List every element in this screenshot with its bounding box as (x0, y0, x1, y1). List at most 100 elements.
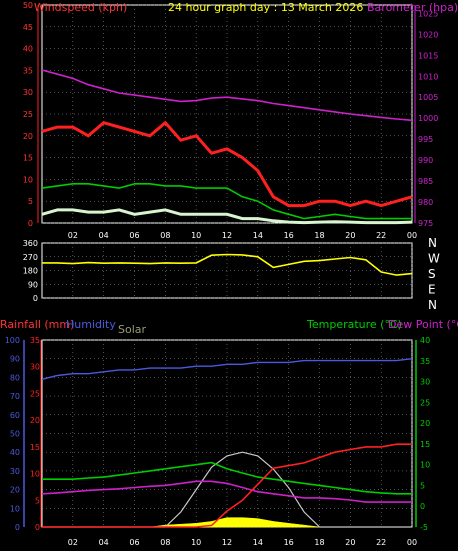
baro-right-tick-label: 1020 (418, 30, 438, 39)
dewpoint-series (41, 480, 412, 503)
wind-series (41, 69, 413, 225)
temperature-tick-label: 5 (420, 481, 425, 490)
wind-left-tick-label: 25 (23, 110, 33, 119)
legend-temperature: Temperature (°C) (306, 318, 402, 331)
baro-right-tick-label: 990 (418, 156, 433, 165)
barometer-axis-label: Barometer (hpa) (367, 1, 458, 14)
legend-rainfall: Rainfall (mm) (0, 318, 74, 331)
humidity-tick-label: 10 (10, 504, 20, 513)
rain-temp-tick-labels: 0 10 20 30 40 50 60 70 80 90 10 00 5 10 15 20 25 30 35 -5 0 5… (5, 336, 430, 547)
baro-right-tick-label: 1010 (418, 72, 438, 81)
wind-left-tick-label: 35 (23, 66, 33, 75)
wind-x-tick-label: 06 (129, 231, 139, 240)
rain-temp-grid (23, 339, 417, 528)
wind-x-tick-label: 10 (191, 231, 201, 240)
wind-left-tick-label: 15 (23, 154, 33, 163)
temperature-tick-label: 0 (420, 502, 425, 511)
wind-baro-panel: 0510152025303540455097598098599099510001… (23, 1, 458, 240)
rain-temp-x-tick-label: 06 (129, 538, 139, 547)
rain-temp-x-tick-label: 14 (253, 538, 263, 547)
humidity-tick-label: 50 (10, 430, 20, 439)
humidity-tick-label: 100 (5, 336, 20, 345)
wind-x-tick-label: 18 (314, 231, 324, 240)
temperature-tick-label: 30 (420, 378, 430, 387)
temperature-tick-label: 20 (420, 419, 430, 428)
humidity-series (41, 358, 413, 380)
temperature-tick-label: 10 (420, 461, 430, 470)
baro-right-tick-label: 1005 (418, 93, 438, 102)
rainfall-series (42, 443, 412, 528)
baro-right-tick-label: 980 (418, 198, 433, 207)
direction-tick-label: 0 (33, 294, 38, 303)
legend-solar: Solar (118, 323, 147, 336)
rain-tick-label: 5 (35, 496, 40, 505)
rain-tick-label: 10 (30, 470, 40, 479)
wind-x-tick-label: 12 (222, 231, 232, 240)
humidity-tick-label: 70 (10, 392, 20, 401)
rain-temp-x-tick-label: 12 (222, 538, 232, 547)
rain-temp-series (41, 358, 413, 528)
direction-series (42, 253, 413, 276)
rain-temp-x-tick-label: 20 (345, 538, 355, 547)
windspeed-series (41, 120, 413, 208)
wind-x-tick-label: 00 (407, 231, 417, 240)
rain-temp-panel: 0 10 20 30 40 50 60 70 80 90 10 00 5 10 15 20 25 30 35 -5 0 5… (0, 318, 458, 547)
legend-humidity: Humidity (66, 318, 116, 331)
rain-temp-x-tick-label: 02 (68, 538, 78, 547)
wind-x-tick-label: 04 (99, 231, 109, 240)
wind-left-tick-label: 20 (23, 132, 33, 141)
compass-label: N (428, 298, 437, 312)
direction-tick-label: 360 (23, 239, 38, 248)
humidity-tick-label: 30 (10, 467, 20, 476)
wind-left-tick-label: 10 (23, 175, 33, 184)
direction-tick-label: 90 (28, 280, 38, 289)
wind-x-tick-label: 14 (253, 231, 263, 240)
rain-tick-label: 0 (35, 523, 40, 532)
rain-tick-label: 20 (30, 416, 40, 425)
rain-temp-x-tick-label: 10 (191, 538, 201, 547)
wind-left-tick-label: 40 (23, 45, 33, 54)
wind-left-tick-label: 50 (23, 1, 33, 10)
baro-right-tick-label: 975 (418, 219, 433, 228)
rain-temp-x-tick-label: 16 (284, 538, 294, 547)
chart-title: 24 hour graph day : 13 March 2026 (168, 1, 363, 14)
rain-tick-label: 35 (30, 336, 40, 345)
baro-right-tick-label: 1015 (418, 51, 438, 60)
direction-tick-label: 270 (23, 253, 38, 262)
temperature-tick-label: 15 (420, 440, 430, 449)
rain-temp-x-tick-label: 18 (314, 538, 324, 547)
wind-left-tick-label: 30 (23, 88, 33, 97)
direction-grid (42, 242, 413, 299)
humidity-tick-label: 90 (10, 355, 20, 364)
humidity-tick-label: 60 (10, 411, 20, 420)
rain-temp-x-tick-label: 04 (99, 538, 109, 547)
compass-label: W (428, 252, 440, 266)
temperature-series (42, 461, 412, 495)
wind-x-tick-label: 20 (345, 231, 355, 240)
solar-area (42, 517, 412, 528)
wind-left-tick-label: 45 (23, 23, 33, 32)
compass-label: S (428, 267, 436, 281)
temperature-tick-label: 35 (420, 357, 430, 366)
wind-x-tick-label: 22 (376, 231, 386, 240)
compass-label: E (428, 283, 436, 297)
wind-low-series (41, 208, 413, 225)
temperature-tick-label: -5 (420, 523, 428, 532)
rain-tick-label: 30 (30, 363, 40, 372)
wind-average-series (41, 183, 412, 220)
humidity-tick-label: 80 (10, 373, 20, 382)
rain-tick-label: 15 (30, 443, 40, 452)
baro-right-tick-label: 985 (418, 177, 433, 186)
rain-temp-x-tick-label: 22 (376, 538, 386, 547)
humidity-tick-label: 20 (10, 486, 20, 495)
direction-tick-label: 180 (23, 267, 38, 276)
wind-x-tick-label: 16 (284, 231, 294, 240)
rain-tick-label: 25 (30, 389, 40, 398)
wind-x-tick-label: 02 (68, 231, 78, 240)
rain-temp-x-tick-label: 08 (160, 538, 170, 547)
temperature-tick-label: 40 (420, 336, 430, 345)
rain-temp-x-tick-label: 00 (407, 538, 417, 547)
